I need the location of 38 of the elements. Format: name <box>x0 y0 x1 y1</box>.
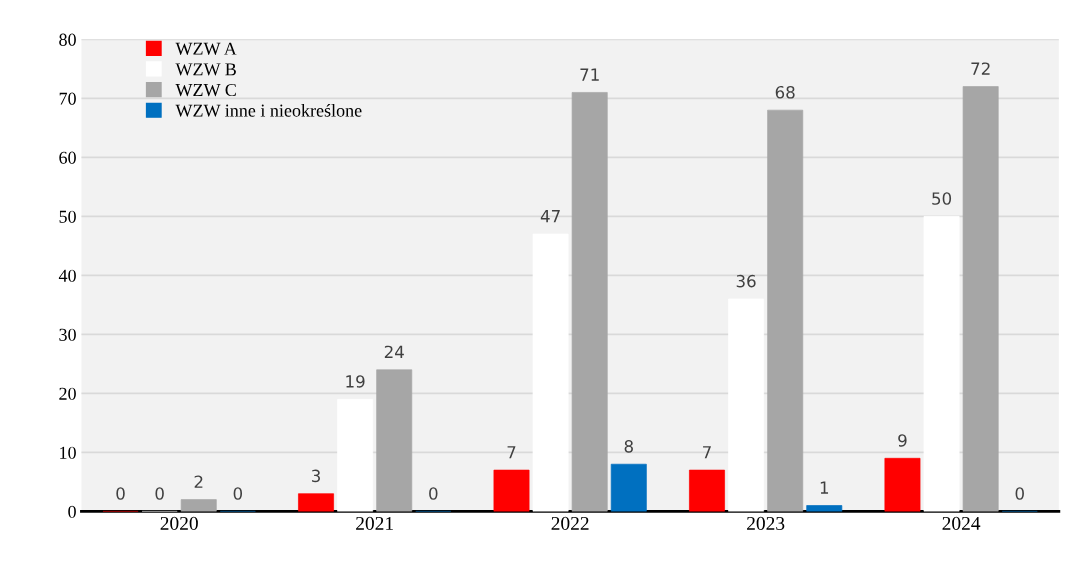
data-label: 71 <box>580 68 599 81</box>
y-tick-label: 80 <box>59 33 76 46</box>
y-tick-label: 30 <box>59 328 76 341</box>
y-tick-label: 50 <box>59 210 76 223</box>
y-tick-label: 40 <box>58 269 76 282</box>
x-tick-label: 2021 <box>356 516 393 530</box>
data-label: 0 <box>155 487 164 500</box>
data-label: 0 <box>429 487 438 500</box>
y-tick-label: 0 <box>68 505 76 518</box>
data-label: 9 <box>898 434 907 447</box>
data-label: 7 <box>703 446 711 459</box>
legend-label: WZW C <box>175 83 236 97</box>
data-label: 68 <box>775 85 795 99</box>
legend-label: WZW A <box>175 42 237 55</box>
y-tick-label: 20 <box>59 387 76 400</box>
data-label: 7 <box>507 446 516 459</box>
legend-label: WZW inne i nieokreślone <box>175 103 362 117</box>
x-tick-label: 2023 <box>747 516 785 530</box>
data-label: 0 <box>1015 487 1024 500</box>
data-label: 2 <box>194 475 203 488</box>
y-tick-label: 10 <box>60 446 76 459</box>
data-label: 50 <box>932 192 952 205</box>
data-label: 3 <box>311 469 320 483</box>
y-tick-label: 70 <box>59 92 76 105</box>
x-tick-label: 2024 <box>942 516 981 530</box>
data-label: 1 <box>820 481 829 494</box>
y-tick-label: 60 <box>59 151 76 164</box>
data-label: 8 <box>624 440 633 453</box>
data-label: 0 <box>116 487 125 500</box>
data-label: 24 <box>384 345 404 358</box>
data-label: 36 <box>736 274 756 288</box>
data-label: 19 <box>346 375 365 388</box>
x-tick-label: 2022 <box>551 516 589 530</box>
data-label: 47 <box>540 210 560 223</box>
data-label: 0 <box>233 487 243 500</box>
x-tick-label: 2020 <box>160 516 198 530</box>
data-label: 72 <box>971 62 990 75</box>
legend-label: WZW B <box>175 63 236 76</box>
